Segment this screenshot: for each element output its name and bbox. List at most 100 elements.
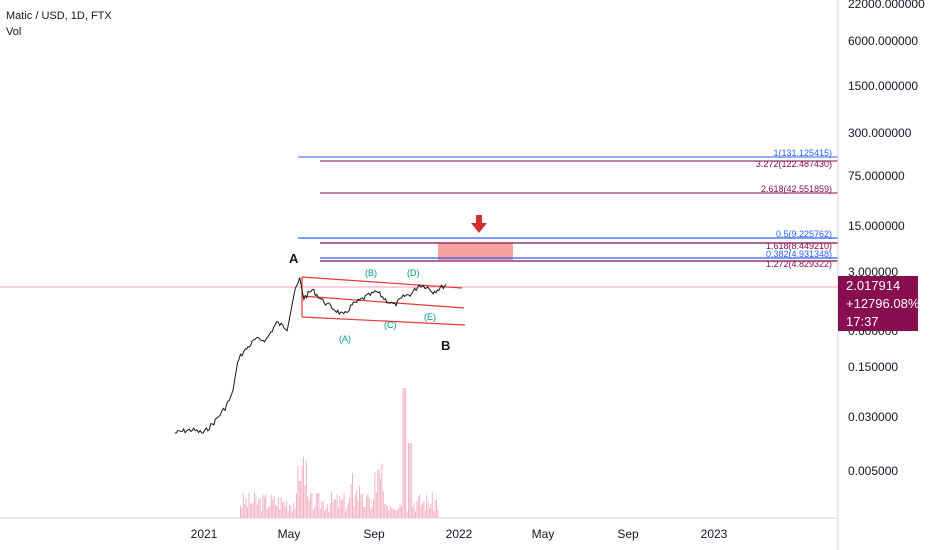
volume-bar (375, 493, 377, 518)
volume-bar (335, 499, 337, 518)
volume-bar (263, 497, 265, 518)
time-tick-label: Sep (363, 527, 385, 541)
volume-bar (429, 508, 430, 518)
volume-bar (312, 509, 314, 518)
volume-bar (326, 503, 328, 518)
price-tick-label: 0.030000 (848, 410, 898, 424)
fibonacci-levels: 1(131.125415)3.272(122.487430) 2.618(42.5… (298, 148, 838, 269)
volume-bar (286, 500, 288, 518)
volume-bar (357, 501, 359, 518)
price-tick-label: 75.000000 (848, 169, 905, 183)
volume-bar (402, 388, 404, 518)
volume-bar (416, 501, 418, 518)
wave-channel (301, 276, 466, 326)
volume-bar (324, 511, 325, 518)
bar-countdown: 17:37 (846, 314, 879, 329)
volume-indicator-label[interactable]: Vol (6, 26, 22, 38)
time-tick-label: 2021 (191, 527, 218, 541)
wave-label-minor-C: (C) (384, 320, 397, 330)
channel-upper-line (301, 276, 463, 289)
target-zone-layer (438, 215, 513, 260)
wave-label-A: A (289, 251, 299, 266)
volume-bar (293, 502, 295, 518)
volume-bar (423, 500, 425, 518)
down-arrow-icon (471, 215, 487, 233)
volume-bar (391, 508, 393, 518)
volume-bar (265, 494, 267, 518)
volume-bar (392, 508, 394, 518)
volume-bar (345, 510, 346, 518)
volume-bar (328, 511, 330, 518)
volume-bar (366, 496, 367, 518)
volume-bar (430, 503, 432, 518)
volume-bar (394, 510, 395, 518)
volume-bar (378, 469, 380, 518)
volume-bar (371, 506, 373, 518)
wave-label-minor-A: (A) (339, 334, 351, 344)
volume-bar (349, 498, 351, 518)
volume-bar (249, 503, 251, 518)
symbol-title[interactable]: Matic / USD, 1D, FTX (6, 10, 112, 22)
price-axis[interactable]: 22000.000000 6000.000000 1500.000000 300.00… (848, 0, 925, 478)
price-tick-label: 0.005000 (848, 464, 898, 478)
volume-bar (408, 443, 409, 518)
volume-bar (298, 481, 300, 518)
fib-level-label: 1.618(8.449210) (766, 241, 832, 251)
volume-bar (431, 492, 433, 518)
volume-bar (336, 494, 338, 518)
volume-bars (240, 388, 439, 518)
volume-bar (343, 493, 345, 518)
volume-bar (332, 502, 334, 518)
time-tick-label: May (532, 527, 555, 541)
volume-bar (381, 463, 383, 518)
volume-bar (419, 494, 421, 518)
volume-bar (291, 511, 293, 518)
volume-bar (308, 500, 310, 518)
volume-bar (270, 495, 272, 518)
volume-bar (395, 510, 397, 518)
volume-bar (307, 496, 309, 518)
price-tick-label: 6000.000000 (848, 34, 918, 48)
volume-bar (370, 509, 372, 518)
fib-level-label: 1.272(4.829322) (766, 259, 832, 269)
volume-bar (248, 492, 250, 518)
volume-bar (342, 499, 344, 518)
volume-bar (273, 496, 275, 518)
volume-bar (318, 492, 320, 518)
channel-middle-line (301, 295, 465, 309)
legend: Matic / USD, 1D, FTX Vol (6, 8, 112, 40)
volume-bar (321, 502, 323, 518)
volume-bar (346, 506, 348, 518)
volume-bar (373, 499, 374, 518)
volume-bar (368, 498, 370, 518)
volume-bar (340, 500, 342, 518)
volume-bar (389, 506, 391, 518)
volume-bar (268, 507, 269, 518)
volume-bar (311, 493, 313, 518)
channel-lower-line (301, 316, 466, 326)
wave-label-B: B (441, 338, 450, 353)
volume-bar (322, 501, 324, 518)
time-tick-label: 2023 (701, 527, 728, 541)
volume-bar (255, 497, 257, 518)
volume-bar (277, 497, 279, 518)
volume-bar (329, 503, 331, 518)
volume-bar (380, 478, 381, 518)
volume-bar (385, 504, 387, 518)
volume-bar (426, 495, 428, 518)
volume-bar (314, 507, 316, 518)
volume-bar (240, 505, 241, 518)
time-axis[interactable]: 2021 May Sep 2022 May Sep 2023 (191, 527, 728, 541)
volume-bar (364, 507, 366, 518)
volume-bar (272, 499, 274, 518)
volume-bar (242, 493, 244, 518)
volume-bar (401, 506, 402, 518)
time-tick-label: May (278, 527, 301, 541)
volume-bar (317, 493, 318, 518)
volume-bar (424, 510, 426, 518)
volume-bar (437, 509, 439, 518)
volume-bar (241, 507, 243, 518)
price-line (174, 277, 447, 434)
volume-bar (300, 481, 302, 518)
